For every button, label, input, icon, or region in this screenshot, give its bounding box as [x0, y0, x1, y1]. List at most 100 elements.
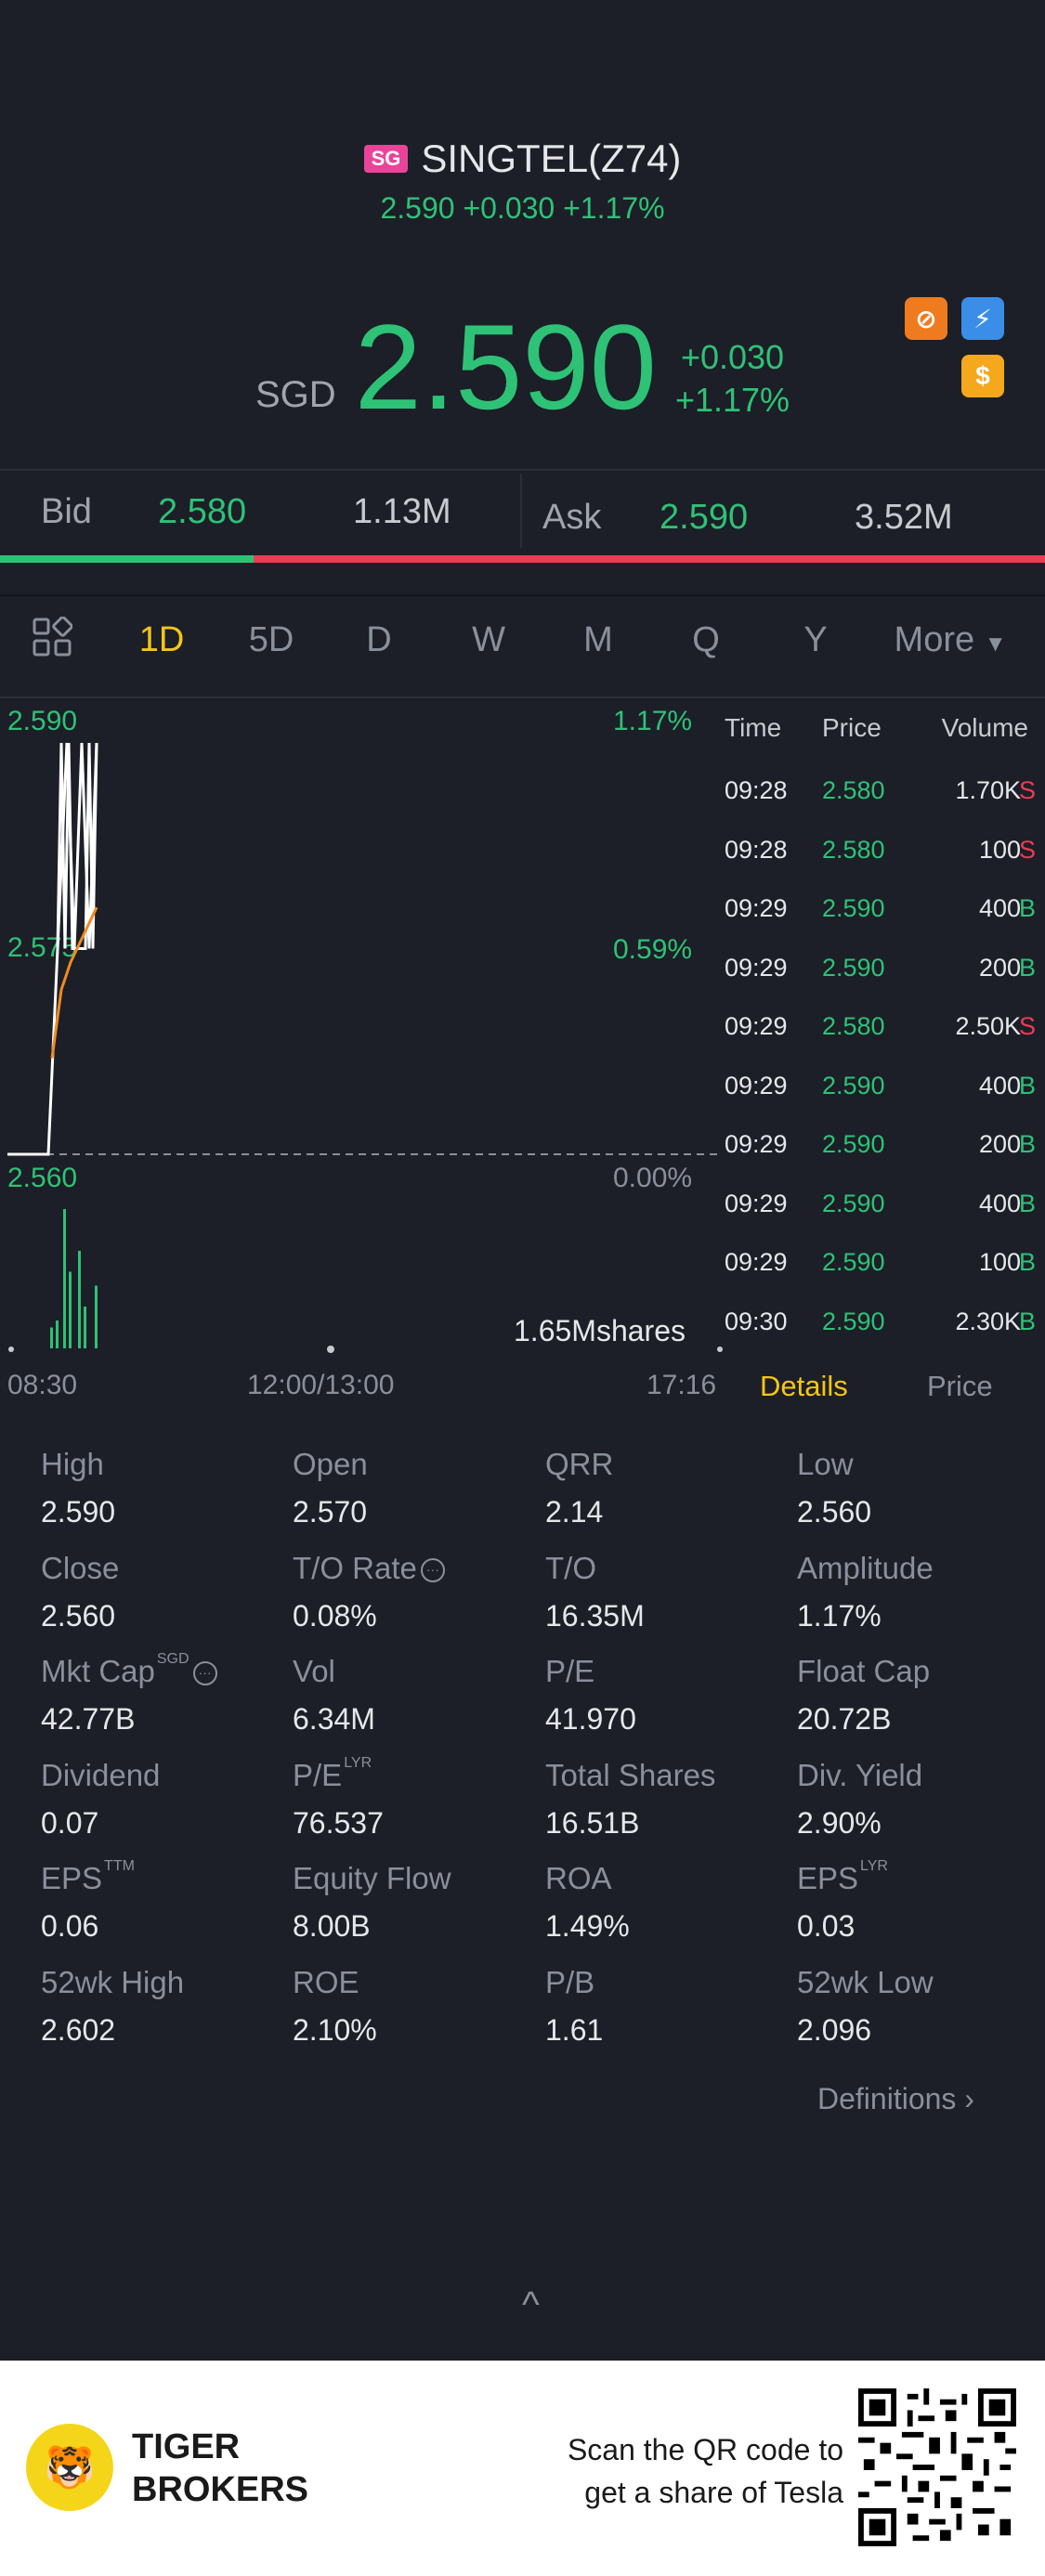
change-value: +0.030	[680, 338, 785, 376]
stat-label: EPS TTM	[41, 1858, 135, 1896]
info-icon[interactable]: ···	[192, 1661, 217, 1686]
tick-row: 09:30 2.590 2.30K B	[725, 1308, 1036, 1341]
brand-line-2: BROKERS	[132, 2470, 309, 2509]
tick-time: 09:29	[725, 1012, 788, 1040]
sub-price: 2.590	[380, 191, 455, 225]
stat-label: Open	[293, 1447, 368, 1482]
ticks-price-header: Price	[822, 713, 882, 742]
tick-price: 2.590	[822, 1071, 885, 1099]
caret-down-icon: ▼	[984, 631, 1007, 657]
tick-price: 2.590	[822, 1248, 885, 1276]
tick-row: 09:28 2.580 100 S	[725, 836, 1036, 869]
tick-price: 2.590	[822, 953, 885, 982]
stat-label: T/O	[545, 1551, 596, 1586]
ticks-volume-header: Volume	[941, 713, 1028, 742]
stat-value: 76.537	[293, 1805, 384, 1840]
tick-row: 09:29 2.590 100 B	[725, 1248, 1036, 1281]
ask-ratio-bar	[254, 555, 1045, 563]
stat-label: Low	[797, 1447, 854, 1482]
tab-y[interactable]: Y	[803, 620, 828, 659]
bid-volume: 1.13M	[353, 492, 451, 531]
tick-volume: 400	[978, 894, 1021, 922]
tick-side: B	[1018, 1130, 1036, 1158]
x-axis-mid: 12:00/13:00	[247, 1370, 395, 1400]
volume-bar	[63, 1209, 66, 1348]
volume-bar	[56, 1321, 59, 1348]
tick-time: 09:29	[725, 1130, 788, 1158]
stat-label-text: T/O Rate	[293, 1550, 417, 1585]
tick-time: 09:29	[725, 1189, 788, 1217]
stat-value: 2.570	[293, 1495, 368, 1529]
price-chart[interactable]	[0, 724, 725, 1365]
volume-bar	[95, 1285, 98, 1348]
chart-area[interactable]	[0, 696, 1045, 1412]
tab-price[interactable]: Price	[927, 1370, 993, 1402]
stat-label: Close	[41, 1551, 119, 1586]
tick-time: 09:29	[725, 1071, 788, 1099]
stat-value: 2.90%	[797, 1805, 882, 1840]
stat-label-sup: LYR	[860, 1858, 888, 1874]
stat-value: 1.61	[545, 2012, 604, 2047]
bid-ask-divider	[520, 474, 522, 548]
stat-label-text: 52wk High	[41, 1964, 185, 1999]
tick-row: 09:28 2.580 1.70K S	[725, 776, 1036, 810]
volume-bar	[84, 1307, 86, 1348]
info-icon[interactable]: ···	[420, 1557, 445, 1582]
stat-label-text: Amplitude	[797, 1550, 934, 1585]
tick-price: 2.590	[822, 1189, 885, 1217]
tab-5d[interactable]: 5D	[248, 620, 294, 659]
tab-w[interactable]: W	[472, 620, 505, 659]
tab-m[interactable]: M	[583, 620, 613, 659]
stat-label-text: Mkt Cap	[41, 1654, 155, 1688]
ticks-time-header: Time	[725, 713, 782, 742]
change-percent: +1.17%	[674, 381, 790, 419]
sub-pct: +1.17%	[563, 191, 665, 225]
tick-row: 09:29 2.590 400 B	[725, 1072, 1036, 1105]
qr-code-icon[interactable]	[858, 2388, 1016, 2546]
stat-label: Mkt Cap SGD···	[41, 1651, 217, 1689]
volume-bar	[50, 1327, 53, 1348]
scan-line-1: Scan the QR code to	[567, 2433, 843, 2466]
bid-ask-bar	[0, 469, 1045, 557]
x-axis-start: 08:30	[7, 1370, 78, 1400]
stat-value: 2.560	[41, 1598, 116, 1633]
layout-grid-icon[interactable]	[32, 616, 73, 662]
pct-axis-mid: 0.59%	[613, 934, 693, 965]
definitions-link[interactable]: Definitions ›	[817, 2082, 974, 2116]
stat-value: 16.51B	[545, 1805, 640, 1840]
stat-value: 20.72B	[797, 1702, 892, 1736]
tab-d[interactable]: D	[366, 620, 392, 659]
stat-label-text: P/E	[545, 1654, 595, 1688]
bid-ratio-bar	[0, 555, 254, 563]
tab-1d[interactable]: 1D	[138, 620, 185, 659]
tick-price: 2.580	[822, 776, 885, 804]
sub-change: +0.030	[463, 191, 555, 225]
no-stop-icon[interactable]: ⊘	[905, 297, 947, 340]
tick-row: 09:29 2.590 200 B	[725, 1130, 1036, 1164]
period-bar	[0, 594, 1045, 696]
stat-label: 52wk Low	[797, 1965, 934, 2000]
stat-label: EPS LYR	[797, 1858, 888, 1896]
tick-time: 09:29	[725, 894, 788, 922]
stat-label: P/B	[545, 1965, 594, 2000]
stat-label-text: Close	[41, 1550, 120, 1585]
tab-q[interactable]: Q	[692, 620, 720, 659]
flash-1-icon[interactable]: ⚡	[961, 297, 1004, 340]
sub-quote: 2.590 +0.030 +1.17%	[0, 191, 1045, 226]
stat-value: 0.06	[41, 1909, 99, 1943]
more-dropdown[interactable]: More ▼	[890, 620, 1011, 660]
pct-axis-bottom: 0.00%	[613, 1163, 693, 1193]
stat-value: 42.77B	[41, 1702, 136, 1736]
stat-value: 2.10%	[293, 2012, 377, 2047]
stat-value: 1.17%	[797, 1598, 882, 1633]
tick-price: 2.590	[822, 1307, 885, 1335]
dollar-icon[interactable]: $	[961, 355, 1004, 397]
volume-bar	[78, 1251, 81, 1348]
stat-label-sup: TTM	[104, 1858, 135, 1874]
tick-side: B	[1018, 1071, 1036, 1099]
chevron-up-icon[interactable]: ^	[522, 2284, 540, 2325]
tab-details[interactable]: Details	[760, 1370, 848, 1402]
stat-label: ROE	[293, 1965, 359, 2000]
x-axis-end: 17:16	[647, 1370, 717, 1400]
stat-label: Vol	[293, 1654, 335, 1689]
